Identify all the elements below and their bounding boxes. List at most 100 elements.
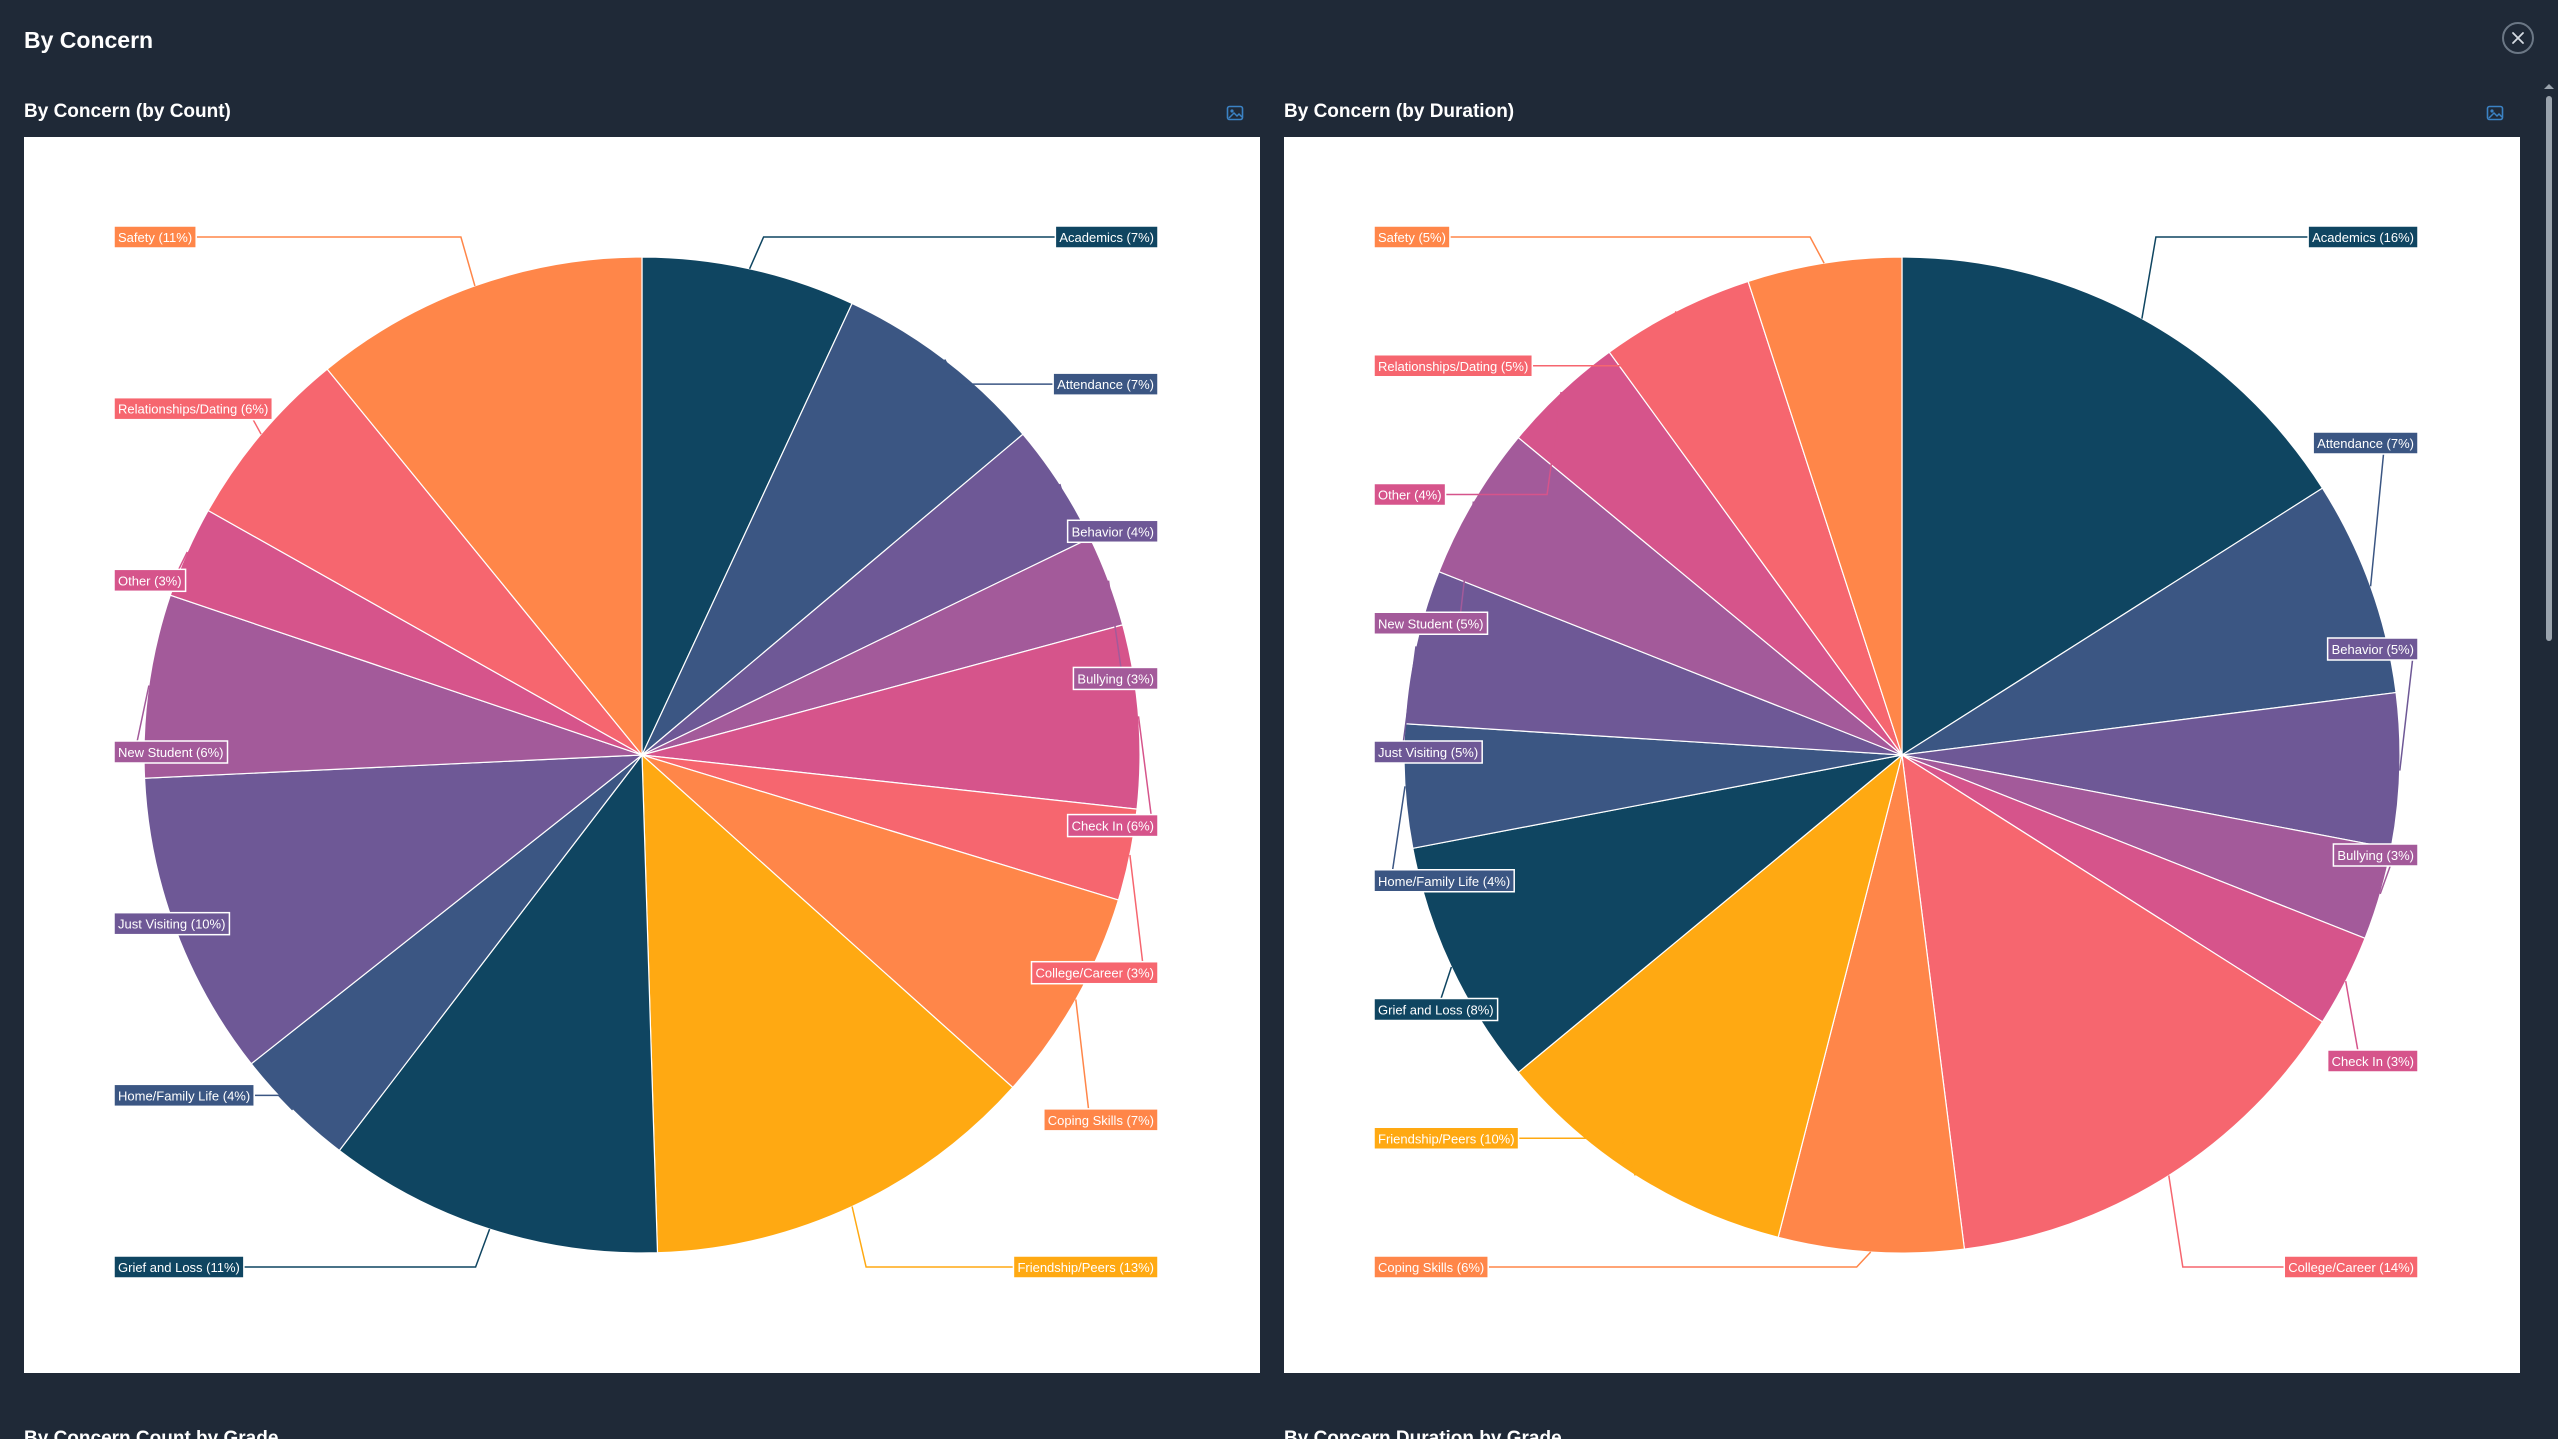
next-panel-title-count-grade: By Concern Count by Grade	[24, 1428, 279, 1439]
label-box-grief-and-loss	[1373, 997, 1499, 1022]
pie-chart-count: Academics (7%) Attendance (7%) Behavior (4…	[113, 225, 1159, 1279]
label-check-in: Check In (3%)	[2332, 1054, 2414, 1069]
leader-line-home-family-life	[254, 1094, 294, 1111]
label-academics: Academics (7%)	[1059, 230, 1154, 245]
label-box-bullying	[1072, 666, 1159, 691]
label-box-other	[1373, 482, 1447, 507]
next-panel-title-duration-grade: By Concern Duration by Grade	[1284, 1428, 1562, 1439]
label-box-relationships-dating	[1373, 354, 1534, 378]
label-relationships-dating: Relationships/Dating (6%)	[118, 402, 268, 417]
pie-slice-college-career[interactable]	[1901, 753, 2324, 1250]
leader-line-relationships-dating	[1532, 311, 1677, 367]
leader-line-friendship-peers	[1518, 1137, 1636, 1176]
leader-line-attendance	[944, 359, 1054, 385]
label-box-behavior	[2326, 637, 2419, 661]
close-icon	[2512, 32, 2524, 44]
pie-labels: Academics (16%) Attendance (7%) Behavior (…	[1373, 225, 2419, 1279]
leader-line-coping-skills	[1488, 1251, 1872, 1268]
label-new-student: New Student (6%)	[118, 745, 224, 760]
close-button[interactable]	[2502, 22, 2534, 54]
label-box-grief-and-loss	[113, 1255, 245, 1279]
label-box-coping-skills	[1043, 1108, 1159, 1132]
label-box-attendance	[1052, 372, 1159, 396]
pie-slices	[143, 256, 1141, 1254]
label-safety: Safety (11%)	[118, 230, 192, 245]
label-box-friendship-peers	[1012, 1255, 1159, 1279]
label-safety: Safety (5%)	[1378, 230, 1446, 245]
label-box-friendship-peers	[1373, 1126, 1520, 1150]
pie-chart-duration: Academics (16%) Attendance (7%) Behavior (…	[1373, 225, 2419, 1279]
modal-title: By Concern	[24, 27, 154, 53]
pie-slices	[1403, 256, 2401, 1254]
label-college-career: College/Career (3%)	[1036, 966, 1155, 981]
pie-slice-relationships-dating[interactable]	[207, 368, 643, 756]
label-attendance: Attendance (7%)	[2317, 436, 2414, 451]
label-friendship-peers: Friendship/Peers (13%)	[1017, 1260, 1154, 1275]
label-box-behavior	[1066, 519, 1159, 544]
label-friendship-peers: Friendship/Peers (10%)	[1378, 1131, 1515, 1146]
label-box-coping-skills	[1373, 1255, 1489, 1279]
pie-slice-safety[interactable]	[326, 256, 643, 757]
label-box-just-visiting	[1373, 740, 1483, 764]
scrollbar-thumb[interactable]	[2546, 96, 2552, 641]
label-box-safety	[1373, 225, 1451, 249]
pie-slice-coping-skills[interactable]	[1777, 754, 1966, 1254]
pie-slice-attendance[interactable]	[1901, 487, 2397, 756]
panel-title-duration: By Concern (by Duration)	[1284, 101, 1515, 122]
label-box-college-career	[1030, 960, 1159, 985]
label-bullying: Bullying (3%)	[1077, 671, 1154, 686]
label-box-home-family-life	[113, 1083, 255, 1108]
chart-count-container: Academics (7%) Attendance (7%) Behavior (4…	[24, 137, 1260, 1373]
label-relationships-dating: Relationships/Dating (5%)	[1378, 359, 1528, 374]
label-just-visiting: Just Visiting (10%)	[118, 917, 225, 932]
leader-line-other	[1445, 391, 1562, 496]
label-college-career: College/Career (14%)	[2288, 1260, 2414, 1275]
label-behavior: Behavior (4%)	[1072, 524, 1154, 539]
label-box-academics	[2307, 225, 2419, 249]
label-new-student: New Student (5%)	[1378, 616, 1484, 631]
label-box-just-visiting	[113, 911, 231, 936]
pie-slice-attendance[interactable]	[641, 302, 1024, 756]
pie-slice-grief-and-loss[interactable]	[338, 753, 659, 1254]
label-check-in: Check In (6%)	[1072, 819, 1154, 834]
label-home-family-life: Home/Family Life (4%)	[118, 1088, 250, 1103]
pie-slice-academics[interactable]	[1901, 256, 2324, 757]
label-bullying: Bullying (3%)	[2337, 848, 2414, 863]
leader-line-safety	[1449, 236, 1825, 264]
label-box-attendance	[2312, 431, 2419, 455]
image-export-icon[interactable]	[2486, 105, 2504, 121]
label-attendance: Attendance (7%)	[1057, 377, 1154, 392]
leader-line-grief-and-loss	[243, 1228, 491, 1268]
leader-line-academics	[748, 236, 1056, 270]
pie-slice-just-visiting[interactable]	[1404, 570, 1903, 756]
label-other: Other (3%)	[118, 573, 182, 588]
panel-title-count: By Concern (by Count)	[24, 101, 231, 122]
leader-line-academics	[2141, 236, 2309, 319]
label-coping-skills: Coping Skills (7%)	[1048, 1113, 1154, 1128]
leader-line-college-career	[2168, 1175, 2285, 1268]
label-box-safety	[113, 225, 197, 249]
scroll-up-arrow-icon[interactable]	[2543, 82, 2555, 90]
label-box-academics	[1054, 225, 1159, 249]
label-just-visiting: Just Visiting (5%)	[1378, 745, 1478, 760]
pie-slice-safety[interactable]	[1747, 256, 1903, 756]
image-export-icon[interactable]	[1226, 105, 1244, 121]
label-box-bullying	[2332, 843, 2419, 867]
label-box-relationships-dating	[113, 396, 274, 421]
label-box-check-in	[1066, 813, 1159, 838]
pie-labels: Academics (7%) Attendance (7%) Behavior (4…	[113, 225, 1159, 1279]
label-other: Other (4%)	[1378, 488, 1442, 503]
label-box-check-in	[2326, 1049, 2419, 1073]
label-box-college-career	[2283, 1255, 2419, 1279]
label-academics: Academics (16%)	[2312, 230, 2414, 245]
label-behavior: Behavior (5%)	[2332, 642, 2414, 657]
leader-line-safety	[196, 236, 476, 287]
label-grief-and-loss: Grief and Loss (11%)	[118, 1260, 240, 1275]
label-home-family-life: Home/Family Life (4%)	[1378, 874, 1510, 889]
label-box-new-student	[1373, 611, 1489, 635]
label-grief-and-loss: Grief and Loss (8%)	[1378, 1003, 1494, 1018]
label-box-new-student	[113, 740, 229, 764]
label-box-other	[113, 568, 187, 593]
leader-line-friendship-peers	[851, 1206, 1014, 1268]
label-coping-skills: Coping Skills (6%)	[1378, 1260, 1484, 1275]
